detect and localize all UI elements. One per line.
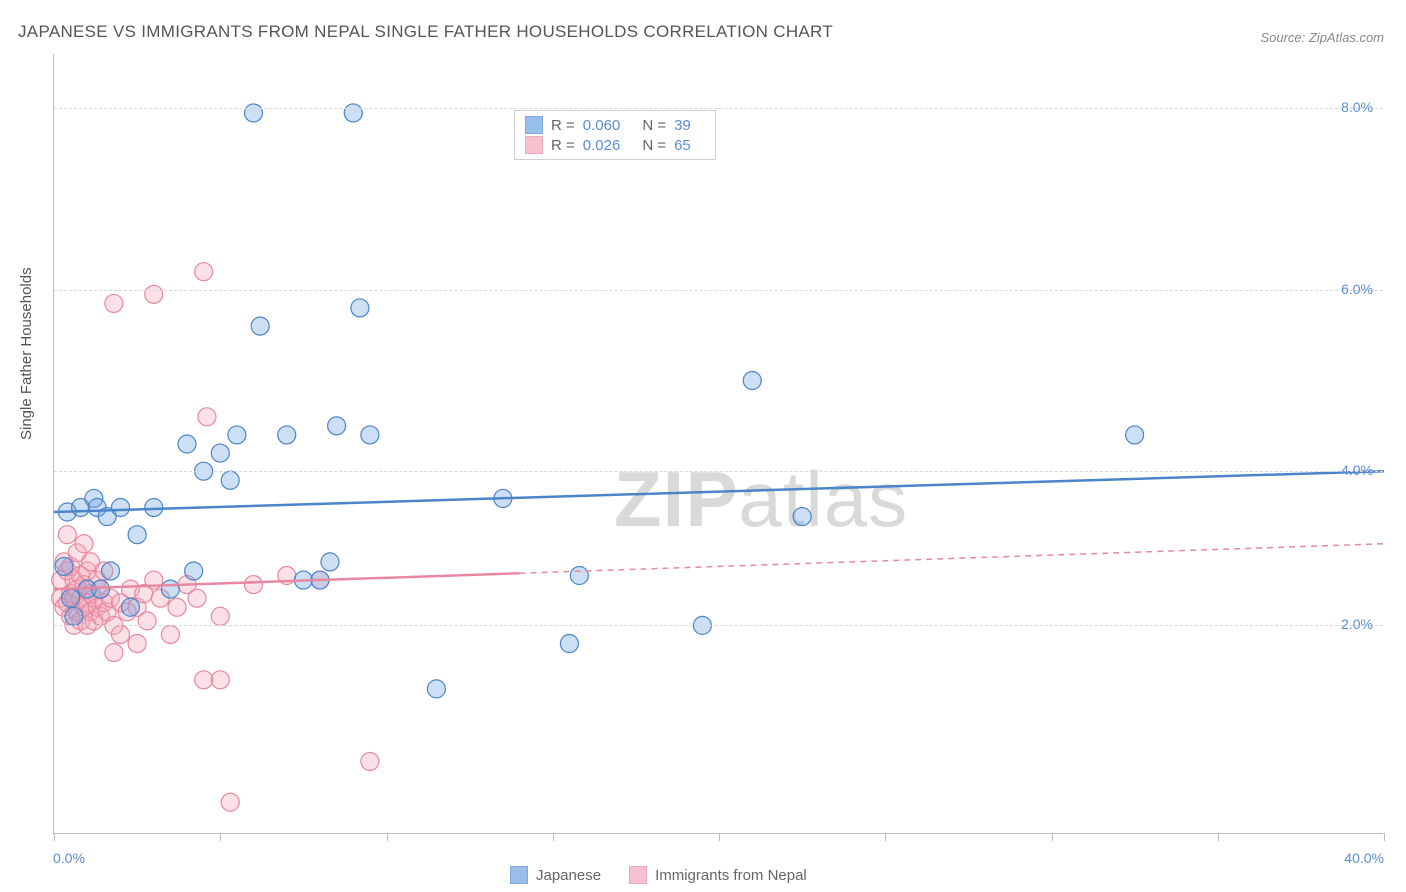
source-attribution: Source: ZipAtlas.com [1260, 30, 1384, 45]
swatch-japanese [525, 116, 543, 134]
x-axis-min-label: 0.0% [53, 850, 85, 866]
scatter-point [361, 426, 379, 444]
scatter-point [112, 498, 130, 516]
scatter-point [105, 294, 123, 312]
y-tick-label: 6.0% [1341, 281, 1373, 297]
scatter-point [245, 576, 263, 594]
scatter-point [211, 607, 229, 625]
scatter-point [145, 498, 163, 516]
chart-svg [54, 54, 1383, 833]
scatter-point [198, 408, 216, 426]
legend-row-japanese: R = 0.060 N = 39 [525, 115, 705, 135]
scatter-point [121, 598, 139, 616]
scatter-point [228, 426, 246, 444]
scatter-point [427, 680, 445, 698]
n-value-nepal: 65 [674, 137, 691, 154]
r-value-nepal: 0.026 [583, 137, 621, 154]
n-value-japanese: 39 [674, 117, 691, 134]
scatter-point [221, 793, 239, 811]
scatter-point [168, 598, 186, 616]
scatter-point [185, 562, 203, 580]
chart-title: JAPANESE VS IMMIGRANTS FROM NEPAL SINGLE… [18, 22, 833, 42]
swatch-nepal-bottom [629, 866, 647, 884]
scatter-point [128, 526, 146, 544]
r-value-japanese: 0.060 [583, 117, 621, 134]
scatter-point [178, 435, 196, 453]
regression-line [54, 471, 1384, 512]
scatter-point [211, 444, 229, 462]
scatter-point [138, 612, 156, 630]
scatter-point [251, 317, 269, 335]
n-label: N = [642, 117, 666, 134]
scatter-point [128, 635, 146, 653]
scatter-point [743, 372, 761, 390]
scatter-point [102, 562, 120, 580]
scatter-point [361, 752, 379, 770]
y-tick-label: 4.0% [1341, 462, 1373, 478]
scatter-point [221, 471, 239, 489]
legend-item-japanese: Japanese [510, 866, 601, 884]
legend-label-nepal: Immigrants from Nepal [655, 867, 807, 884]
scatter-point [112, 625, 130, 643]
legend-correlation: R = 0.060 N = 39 R = 0.026 N = 65 [514, 110, 716, 160]
scatter-point [195, 671, 213, 689]
scatter-point [92, 580, 110, 598]
scatter-point [245, 104, 263, 122]
r-label: R = [551, 117, 575, 134]
scatter-point [278, 426, 296, 444]
scatter-point [145, 285, 163, 303]
scatter-point [211, 671, 229, 689]
scatter-point [75, 535, 93, 553]
scatter-point [328, 417, 346, 435]
y-tick-label: 2.0% [1341, 616, 1373, 632]
y-axis-label: Single Father Households [18, 267, 35, 440]
legend-item-nepal: Immigrants from Nepal [629, 866, 807, 884]
scatter-point [344, 104, 362, 122]
n-label: N = [642, 137, 666, 154]
scatter-point [570, 567, 588, 585]
scatter-point [195, 263, 213, 281]
scatter-point [793, 508, 811, 526]
scatter-point [161, 625, 179, 643]
plot-area: ZIPatlas 2.0%4.0%6.0%8.0% R = 0.060 N = … [53, 54, 1383, 834]
scatter-point [188, 589, 206, 607]
regression-line-dashed [520, 544, 1385, 573]
swatch-nepal [525, 136, 543, 154]
legend-label-japanese: Japanese [536, 867, 601, 884]
r-label: R = [551, 137, 575, 154]
scatter-point [560, 635, 578, 653]
swatch-japanese-bottom [510, 866, 528, 884]
scatter-point [1126, 426, 1144, 444]
legend-series: Japanese Immigrants from Nepal [510, 866, 807, 884]
scatter-point [105, 644, 123, 662]
legend-row-nepal: R = 0.026 N = 65 [525, 135, 705, 155]
scatter-point [351, 299, 369, 317]
scatter-point [65, 607, 83, 625]
scatter-point [58, 526, 76, 544]
y-tick-label: 8.0% [1341, 99, 1373, 115]
scatter-point [55, 557, 73, 575]
scatter-point [321, 553, 339, 571]
scatter-point [62, 589, 80, 607]
x-axis-max-label: 40.0% [1344, 850, 1384, 866]
scatter-point [161, 580, 179, 598]
